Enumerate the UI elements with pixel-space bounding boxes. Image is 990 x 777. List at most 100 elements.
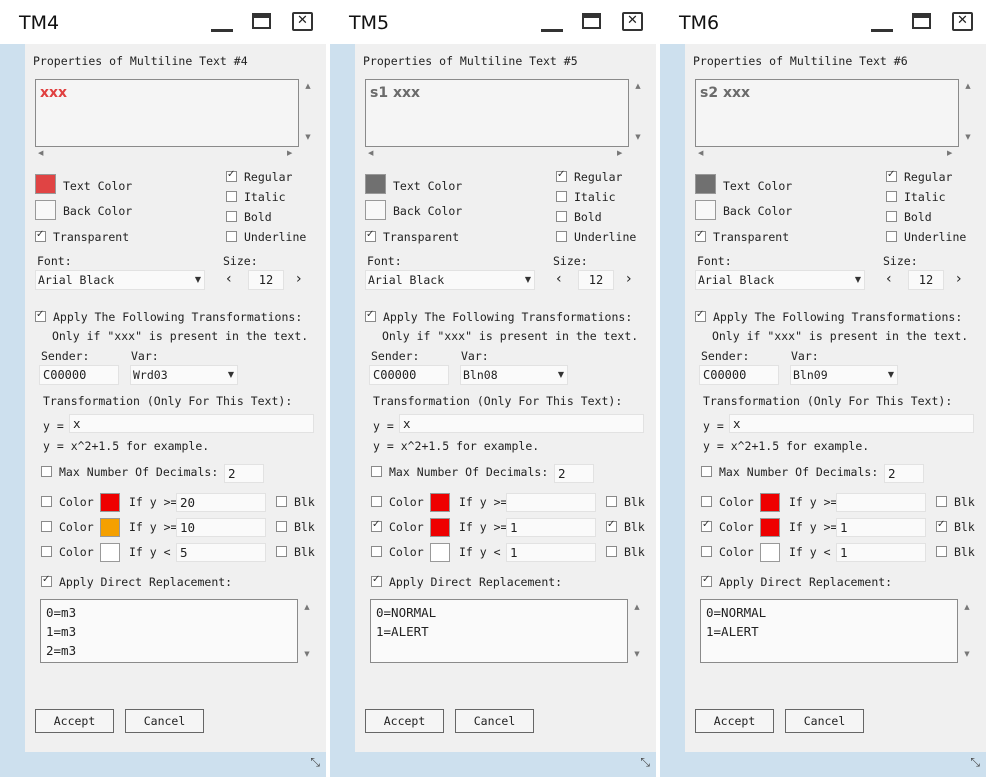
scroll-down-icon[interactable]: ▼ [964,650,970,658]
scroll-right-icon[interactable]: ▶ [947,149,953,157]
color-rule-swatch[interactable] [430,518,450,537]
minimize-icon[interactable] [871,29,893,32]
transformation-field[interactable]: x [729,414,974,433]
accept-button[interactable]: Accept [365,709,444,733]
resize-grip-icon[interactable]: ⤡ [970,755,980,769]
replacement-textarea[interactable]: 0=NORMAL 1=ALERT [700,599,958,663]
scroll-down-icon[interactable]: ▼ [965,133,971,141]
underline-checkbox[interactable] [226,231,237,242]
size-increase-icon[interactable]: › [626,271,632,287]
color-rule-checkbox[interactable] [371,519,382,532]
accept-button[interactable]: Accept [35,709,114,733]
size-field[interactable]: 12 [578,270,614,290]
scroll-down-icon[interactable]: ▼ [635,133,641,141]
size-decrease-icon[interactable]: ‹ [556,271,562,287]
text-color-swatch[interactable] [35,174,56,194]
font-dropdown[interactable]: Arial Black ▼ [35,270,205,290]
scroll-left-icon[interactable]: ◀ [38,149,44,157]
italic-checkbox[interactable] [556,191,567,202]
replacement-textarea[interactable]: 0=NORMAL 1=ALERT [370,599,628,663]
blink-checkbox[interactable] [276,521,287,532]
close-icon[interactable]: ✕ [622,12,643,31]
color-rule-swatch[interactable] [760,493,780,512]
color-rule-value[interactable]: 1 [836,543,926,562]
preview-textbox[interactable]: xxx [35,79,299,147]
transformation-field[interactable]: x [69,414,314,433]
title-bar[interactable]: TM5 ✕ [330,0,656,44]
size-field[interactable]: 12 [908,270,944,290]
color-rule-checkbox[interactable] [701,519,712,532]
resize-grip-icon[interactable]: ⤡ [640,755,650,769]
back-color-swatch[interactable] [35,200,56,220]
color-rule-checkbox[interactable] [701,546,712,557]
preview-textbox[interactable]: s1 xxx [365,79,629,147]
color-rule-swatch[interactable] [100,493,120,512]
color-rule-checkbox[interactable] [41,521,52,532]
bold-checkbox[interactable] [886,211,897,222]
blink-checkbox[interactable] [606,519,617,532]
color-rule-value[interactable] [836,493,926,512]
scroll-up-icon[interactable]: ▲ [964,603,970,611]
color-rule-value[interactable] [506,493,596,512]
color-rule-value[interactable]: 1 [506,518,596,537]
transparent-checkbox[interactable] [35,229,46,242]
maximize-icon[interactable] [252,13,271,29]
scroll-left-icon[interactable]: ◀ [698,149,704,157]
back-color-swatch[interactable] [695,200,716,220]
sender-field[interactable]: C00000 [39,365,119,385]
max-decimals-field[interactable]: 2 [884,464,924,483]
transparent-checkbox[interactable] [695,229,706,242]
color-rule-value[interactable]: 5 [176,543,266,562]
transformation-field[interactable]: x [399,414,644,433]
font-dropdown[interactable]: Arial Black ▼ [365,270,535,290]
color-rule-value[interactable]: 1 [506,543,596,562]
bold-checkbox[interactable] [556,211,567,222]
font-dropdown[interactable]: Arial Black ▼ [695,270,865,290]
italic-checkbox[interactable] [886,191,897,202]
title-bar[interactable]: TM4 ✕ [0,0,326,44]
blink-checkbox[interactable] [606,546,617,557]
size-decrease-icon[interactable]: ‹ [886,271,892,287]
apply-transformations-checkbox[interactable] [365,309,376,322]
direct-replacement-checkbox[interactable] [41,574,52,587]
cancel-button[interactable]: Cancel [455,709,534,733]
blink-checkbox[interactable] [606,496,617,507]
maximize-icon[interactable] [582,13,601,29]
color-rule-swatch[interactable] [760,518,780,537]
scroll-up-icon[interactable]: ▲ [635,82,641,90]
apply-transformations-checkbox[interactable] [35,309,46,322]
minimize-icon[interactable] [211,29,233,32]
regular-checkbox[interactable] [886,169,897,182]
title-bar[interactable]: TM6 ✕ [660,0,986,44]
preview-textbox[interactable]: s2 xxx [695,79,959,147]
regular-checkbox[interactable] [556,169,567,182]
resize-grip-icon[interactable]: ⤡ [310,755,320,769]
color-rule-swatch[interactable] [100,543,120,562]
scroll-up-icon[interactable]: ▲ [634,603,640,611]
color-rule-checkbox[interactable] [371,496,382,507]
direct-replacement-checkbox[interactable] [371,574,382,587]
scroll-right-icon[interactable]: ▶ [287,149,293,157]
underline-checkbox[interactable] [886,231,897,242]
color-rule-value[interactable]: 1 [836,518,926,537]
back-color-swatch[interactable] [365,200,386,220]
sender-field[interactable]: C00000 [369,365,449,385]
regular-checkbox[interactable] [226,169,237,182]
scroll-right-icon[interactable]: ▶ [617,149,623,157]
color-rule-value[interactable]: 10 [176,518,266,537]
direct-replacement-checkbox[interactable] [701,574,712,587]
size-increase-icon[interactable]: › [296,271,302,287]
color-rule-swatch[interactable] [100,518,120,537]
maximize-icon[interactable] [912,13,931,29]
max-decimals-field[interactable]: 2 [224,464,264,483]
max-decimals-field[interactable]: 2 [554,464,594,483]
scroll-up-icon[interactable]: ▲ [965,82,971,90]
color-rule-swatch[interactable] [760,543,780,562]
scroll-down-icon[interactable]: ▼ [634,650,640,658]
var-dropdown[interactable]: Bln09 ▼ [790,365,898,385]
scroll-up-icon[interactable]: ▲ [305,82,311,90]
underline-checkbox[interactable] [556,231,567,242]
accept-button[interactable]: Accept [695,709,774,733]
replacement-textarea[interactable]: 0=m3 1=m3 2=m3 [40,599,298,663]
var-dropdown[interactable]: Bln08 ▼ [460,365,568,385]
